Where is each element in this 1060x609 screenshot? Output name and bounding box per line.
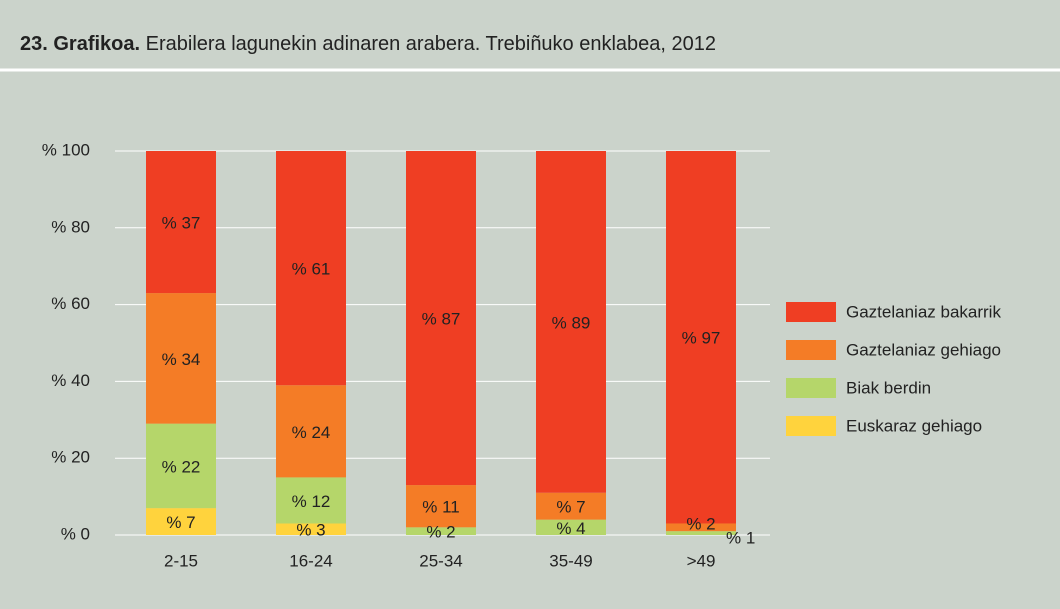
bar-segment <box>536 492 606 520</box>
data-label: % 87 <box>422 310 461 329</box>
legend-swatch <box>786 340 836 360</box>
data-label: % 61 <box>292 260 331 279</box>
data-label: % 2 <box>426 523 455 542</box>
bar-segment <box>146 151 216 294</box>
bar-segment <box>276 151 346 386</box>
data-label: % 89 <box>552 313 591 332</box>
x-tick-label: 16-24 <box>289 551 332 570</box>
bar-segment <box>666 151 736 524</box>
y-tick-label: % 100 <box>42 140 90 159</box>
bar-segment <box>406 151 476 486</box>
y-tick-label: % 0 <box>61 524 90 543</box>
bar-segment <box>146 293 216 424</box>
bar-segment <box>146 508 216 535</box>
legend-swatch <box>786 302 836 322</box>
data-label: % 7 <box>556 498 585 517</box>
bar-segment <box>536 519 606 535</box>
title-number: 23. Grafikoa. <box>20 33 140 55</box>
legend-swatch <box>786 416 836 436</box>
legend-swatch <box>786 378 836 398</box>
legend-label: Euskaraz gehiago <box>846 416 982 435</box>
bar-segment <box>276 523 346 535</box>
y-tick-label: % 40 <box>51 371 90 390</box>
data-label: % 7 <box>166 513 195 532</box>
bar-segment <box>276 477 346 524</box>
data-label: % 22 <box>162 457 201 476</box>
x-tick-label: 35-49 <box>549 551 592 570</box>
data-label: % 12 <box>292 492 331 511</box>
legend-label: Gaztelaniaz bakarrik <box>846 302 1001 321</box>
data-label: % 4 <box>556 519 585 538</box>
y-tick-label: % 80 <box>51 217 90 236</box>
bar-segment <box>406 485 476 528</box>
data-label: % 37 <box>162 214 201 233</box>
data-label: % 34 <box>162 350 201 369</box>
y-tick-label: % 60 <box>51 294 90 313</box>
x-tick-label: 2-15 <box>164 551 198 570</box>
data-label: % 11 <box>422 498 460 517</box>
data-label: % 2 <box>686 515 715 534</box>
legend-label: Gaztelaniaz gehiago <box>846 340 1001 359</box>
legend-label: Biak berdin <box>846 378 931 397</box>
y-tick-label: % 20 <box>51 448 90 467</box>
bar-segment <box>406 527 476 535</box>
bar-segment <box>276 385 346 478</box>
data-label: % 97 <box>682 329 721 348</box>
data-label: % 24 <box>292 423 331 442</box>
title-text: Erabilera lagunekin adinaren arabera. Tr… <box>146 33 716 55</box>
data-label: % 1 <box>726 529 755 548</box>
bar-segment <box>666 531 736 535</box>
bar-segment <box>666 523 736 532</box>
chart-title: 23. Grafikoa. Erabilera lagunekin adinar… <box>20 33 716 55</box>
x-tick-label: >49 <box>687 551 716 570</box>
bar-segment <box>146 423 216 509</box>
data-label: % 3 <box>296 521 325 540</box>
x-tick-label: 25-34 <box>419 551 462 570</box>
bar-segment <box>536 151 606 493</box>
